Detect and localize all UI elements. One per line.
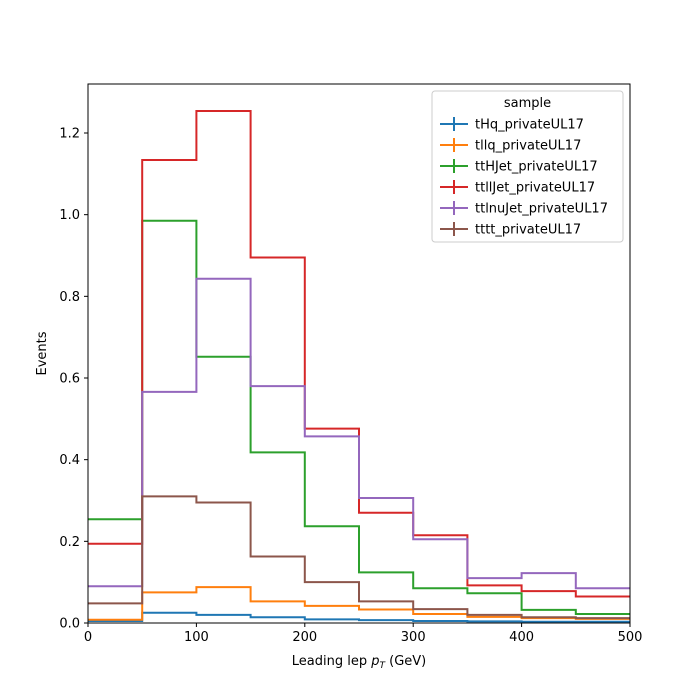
legend-title: sample xyxy=(504,96,551,111)
y-tick-label: 0.8 xyxy=(59,290,80,305)
x-axis-label: Leading lep pT (GeV) xyxy=(292,654,426,671)
y-tick-label: 0.2 xyxy=(59,535,80,550)
y-axis: 0.0 0.2 0.4 0.6 0.8 1.0 1.2 xyxy=(59,127,88,632)
x-tick-label: 0 xyxy=(84,630,92,645)
legend-label-0: tHq_privateUL17 xyxy=(475,118,584,133)
y-tick-label: 1.2 xyxy=(59,127,80,142)
legend-label-3: ttllJet_privateUL17 xyxy=(475,181,595,196)
x-tick-label: 200 xyxy=(292,630,317,645)
legend: sample tHq_privateUL17 tllq_privateUL17tt… xyxy=(431,90,624,243)
legend-items: tHq_privateUL17 tllq_privateUL17 ttHJet_pr… xyxy=(440,117,608,238)
legend-label-2: ttHJet_privateUL17 xyxy=(475,160,598,175)
x-axis: 0 100 200 300 400 500 xyxy=(84,623,643,645)
x-tick-label: 400 xyxy=(509,630,534,645)
series-layer xyxy=(88,109,630,623)
x-axis-label-main: Leading lep xyxy=(292,654,371,669)
legend-box xyxy=(431,90,624,243)
legend-label-1: tllq_privateUL17 xyxy=(475,139,581,154)
y-tick-label: 0.4 xyxy=(59,453,80,468)
x-tick-label: 500 xyxy=(618,630,643,645)
x-axis-label-var: p xyxy=(370,654,379,669)
x-axis-label-unit: (GeV) xyxy=(385,654,426,669)
x-axis-label-sub: T xyxy=(379,661,386,671)
legend-label-4: ttlnuJet_privateUL17 xyxy=(475,202,608,217)
x-tick-label: 100 xyxy=(184,630,209,645)
series-line-4 xyxy=(88,277,630,590)
y-tick-label: 0.0 xyxy=(59,617,80,632)
y-tick-label: 0.6 xyxy=(59,372,80,387)
axes-frame xyxy=(87,83,631,624)
series-line-5 xyxy=(88,495,630,620)
x-tick-label: 300 xyxy=(401,630,426,645)
series-line-2 xyxy=(88,219,630,616)
y-axis-label: Events xyxy=(35,331,50,375)
y-tick-label: 1.0 xyxy=(59,208,80,223)
legend-label-5: tttt_privateUL17 xyxy=(475,223,581,238)
series-line-0 xyxy=(88,611,630,623)
